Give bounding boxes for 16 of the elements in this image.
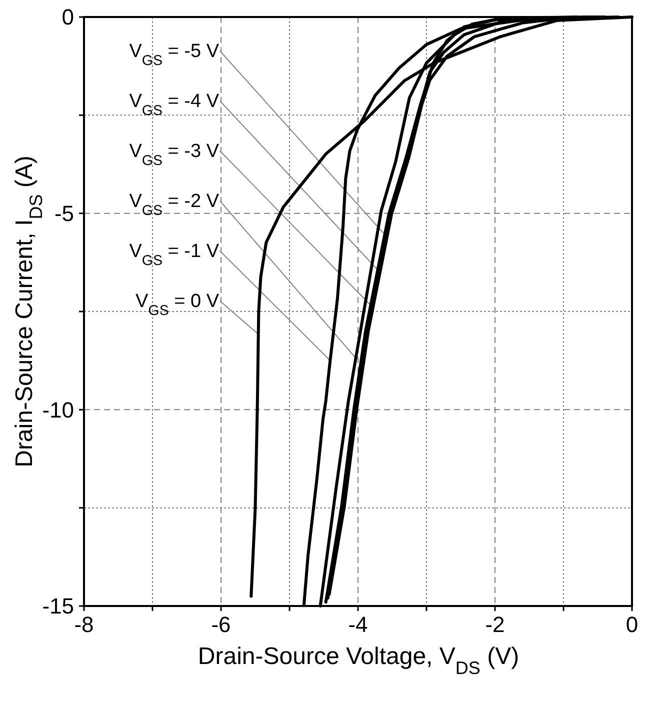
y-tick-label: 0 xyxy=(62,4,74,30)
x-tick-label: -4 xyxy=(348,612,368,637)
x-tick-label: 0 xyxy=(626,612,638,637)
annotation: V$_{GS}$ = -3 V xyxy=(129,141,220,169)
y-tick-label: -5 xyxy=(54,201,74,226)
y-tick-label: -15 xyxy=(42,594,74,619)
annotation: V$_{GS}$ = -1 V xyxy=(129,241,220,269)
x-tick-label: -8 xyxy=(74,612,94,637)
annotation: V$_{GS}$ = -5 V xyxy=(129,41,220,69)
annotation: V$_{GS}$ = -2 V xyxy=(129,191,220,219)
annotation: V$_{GS}$ = -4 V xyxy=(129,91,220,119)
x-tick-label: -2 xyxy=(485,612,505,637)
x-axis-title: Drain-Source Voltage, V$_{DS}$ (V) xyxy=(198,643,520,678)
y-tick-label: -10 xyxy=(42,397,74,422)
x-tick-label: -6 xyxy=(211,612,231,637)
annotation: V$_{GS}$ = 0 V xyxy=(136,291,220,319)
